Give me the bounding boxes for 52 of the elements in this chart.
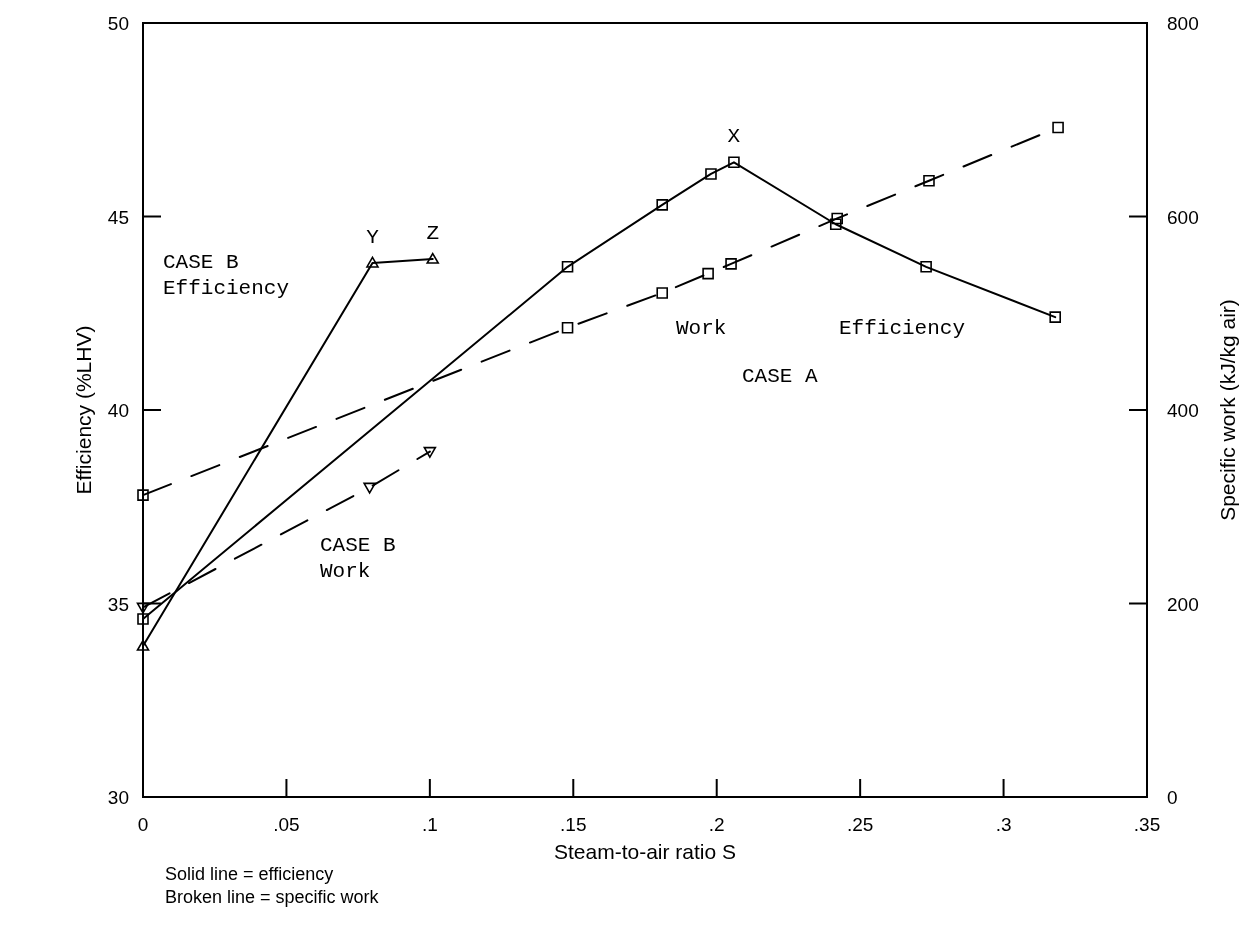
point — [137, 613, 149, 625]
x-tick-label: .15 — [560, 814, 587, 835]
x-tick-label: .25 — [846, 814, 874, 835]
point — [920, 261, 932, 273]
y2-tick-label: 200 — [1167, 593, 1199, 615]
point — [728, 156, 740, 169]
annotation: X — [727, 125, 741, 149]
y-tick-label: 45 — [107, 206, 129, 228]
annotation: CASE B Efficiency — [163, 251, 290, 301]
point — [561, 321, 574, 334]
y2-tick-label: 800 — [1167, 13, 1199, 34]
point — [725, 258, 737, 270]
x-tick-label: .1 — [421, 814, 438, 835]
y-tick-label: 30 — [107, 787, 129, 808]
y-axis-title: Efficiency (%LHV) — [72, 325, 95, 495]
point — [705, 168, 717, 180]
y-tick-label: 40 — [107, 400, 129, 421]
y2-tick-label: 600 — [1167, 206, 1199, 228]
point — [136, 639, 150, 651]
annotation: Work — [676, 317, 727, 340]
y2-tick-label: 0 — [1167, 787, 1178, 808]
y-tick-label: 50 — [107, 13, 129, 34]
point — [363, 482, 376, 494]
point — [923, 174, 935, 187]
point — [561, 261, 574, 273]
x-tick-label: 0 — [137, 814, 149, 835]
text: Solid line = efficiency Broken line = specific work — [165, 864, 380, 907]
point — [1049, 311, 1062, 323]
point — [656, 287, 669, 299]
annotation: Efficiency — [839, 317, 966, 340]
x-axis-title: Steam-to-air ratio S — [553, 840, 737, 863]
annotation: Z — [426, 222, 440, 246]
point — [656, 199, 669, 211]
annotation: CASE A — [742, 365, 819, 388]
point — [426, 252, 440, 264]
y2-axis-title: Specific work (kJ/kg air) — [1216, 299, 1239, 521]
point — [423, 446, 437, 458]
point — [829, 218, 842, 231]
x-tick-label: .05 — [273, 814, 300, 835]
annotation: Y — [366, 225, 380, 249]
y-tick-label: 35 — [107, 593, 129, 615]
point — [137, 489, 149, 501]
point — [136, 602, 150, 614]
point — [366, 256, 379, 268]
point — [1052, 121, 1064, 134]
annotation: CASE B Work — [320, 534, 396, 584]
x-tick-label: .2 — [708, 814, 725, 835]
point — [831, 212, 843, 225]
point — [702, 267, 714, 280]
x-tick-label: .3 — [995, 814, 1012, 835]
y2-tick-label: 400 — [1167, 400, 1199, 421]
x-tick-label: .35 — [1133, 814, 1161, 835]
